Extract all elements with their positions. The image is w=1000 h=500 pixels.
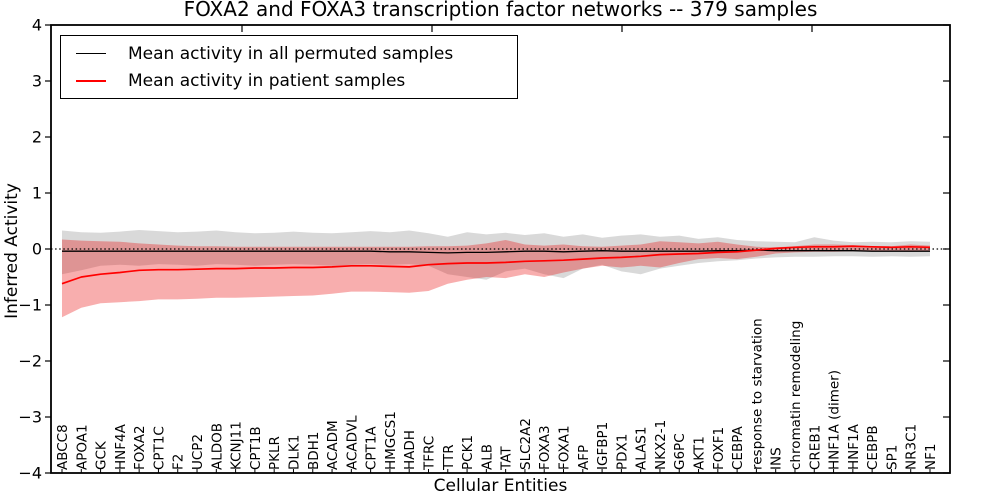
x-tick-label: PDX1	[614, 434, 630, 470]
patient-band	[62, 239, 930, 318]
x-tick-label: ABCC8	[55, 424, 71, 470]
y-tick-label: 0	[32, 240, 42, 259]
x-tick-label: F2	[171, 454, 187, 470]
patient-mean-line	[61, 245, 931, 285]
x-tick-label: BDH1	[306, 432, 322, 470]
permuted-band	[62, 230, 930, 280]
legend-label: Mean activity in all permuted samples	[128, 43, 454, 64]
y-tick-label: −2	[18, 352, 42, 371]
x-tick-label: CREB1	[807, 425, 823, 470]
y-tick-label: −3	[18, 408, 42, 427]
x-tick-label: ALDOB	[209, 423, 225, 470]
x-tick-label: ALB	[479, 444, 495, 470]
x-tick-label: PKLR	[267, 436, 283, 470]
x-tick-label: INS	[769, 447, 785, 470]
y-tick-labels: −4 −3 −2 −1 0 1 2 3 4	[18, 16, 42, 483]
x-tick-label: APOA1	[74, 424, 90, 470]
y-tick-label: 3	[32, 72, 42, 91]
y-tick-label: 1	[32, 184, 42, 203]
x-tick-label: TFRC	[422, 436, 438, 471]
y-tick-label: 4	[32, 16, 42, 35]
y-axis-label: Inferred Activity	[2, 183, 22, 319]
patient-line-swatch-icon	[76, 79, 106, 82]
x-tick-label: AFP	[576, 445, 592, 470]
x-tick-label: ALAS1	[634, 427, 650, 470]
x-tick-label: DLK1	[287, 435, 303, 470]
x-tick-label: NR3C1	[904, 424, 920, 470]
x-tick-label: KCNJ11	[229, 421, 245, 470]
x-tick-label: HADH	[402, 430, 418, 470]
x-tick-label: CEBPA	[730, 426, 746, 470]
x-tick-label: CEBPB	[865, 425, 881, 470]
x-tick-label: HNF1A (dimer)	[827, 370, 843, 470]
x-tick-label: NKX2-1	[653, 420, 669, 470]
x-tick-label: HNF4A	[113, 423, 129, 470]
y-tick-label: −4	[18, 464, 42, 483]
x-tick-label: PCK1	[460, 435, 476, 470]
legend-entry-patient: Mean activity in patient samples	[76, 71, 517, 91]
x-tick-label: SP1	[884, 445, 900, 470]
x-axis-label: Cellular Entities	[433, 476, 568, 496]
x-tick-label: CPT1B	[248, 426, 264, 470]
x-tick-label: AKT1	[692, 436, 708, 470]
x-tick-label: ACADM	[325, 420, 341, 470]
x-tick-label: SLC2A2	[518, 418, 534, 470]
legend: Mean activity in all permuted samples Me…	[60, 35, 518, 99]
x-tick-label: TAT	[499, 446, 515, 471]
x-tick-label: FOXA2	[132, 425, 148, 470]
permuted-mean-line	[62, 249, 930, 254]
x-tick-label: ACADVL	[344, 415, 360, 470]
x-tick-label: CPT1A	[364, 426, 380, 470]
y-tick-label: 2	[32, 128, 42, 147]
chart-title: FOXA2 and FOXA3 transcription factor net…	[183, 0, 818, 21]
x-tick-label: CPT1C	[151, 426, 167, 470]
x-tick-label: NF1	[923, 444, 939, 470]
permuted-line-swatch-icon	[76, 52, 106, 55]
x-tick-label: chromatin remodeling	[788, 321, 804, 470]
axis-ticks	[45, 24, 950, 474]
x-tick-label: G6PC	[672, 433, 688, 470]
series-lines	[61, 245, 931, 285]
x-tick-label: FOXF1	[711, 427, 727, 470]
x-tick-label: HMGCS1	[383, 411, 399, 470]
legend-label: Mean activity in patient samples	[128, 70, 406, 91]
x-tick-label: response to starvation	[749, 318, 765, 470]
x-tick-labels: ABCC8 APOA1 GCK HNF4A FOXA2 CPT1C F2 UCP2 ALDOB K…	[55, 318, 939, 471]
x-tick-label: UCP2	[190, 434, 206, 470]
x-tick-label: FOXA3	[537, 425, 553, 470]
x-tick-label: FOXA1	[557, 425, 573, 470]
x-tick-label: HNF1A	[846, 423, 862, 470]
x-tick-label: TTR	[441, 444, 457, 471]
legend-entry-permuted: Mean activity in all permuted samples	[76, 44, 517, 64]
x-tick-label: IGFBP1	[595, 422, 611, 470]
x-tick-label: GCK	[94, 440, 110, 470]
y-tick-label: −1	[18, 296, 42, 315]
confidence-bands	[62, 230, 930, 318]
